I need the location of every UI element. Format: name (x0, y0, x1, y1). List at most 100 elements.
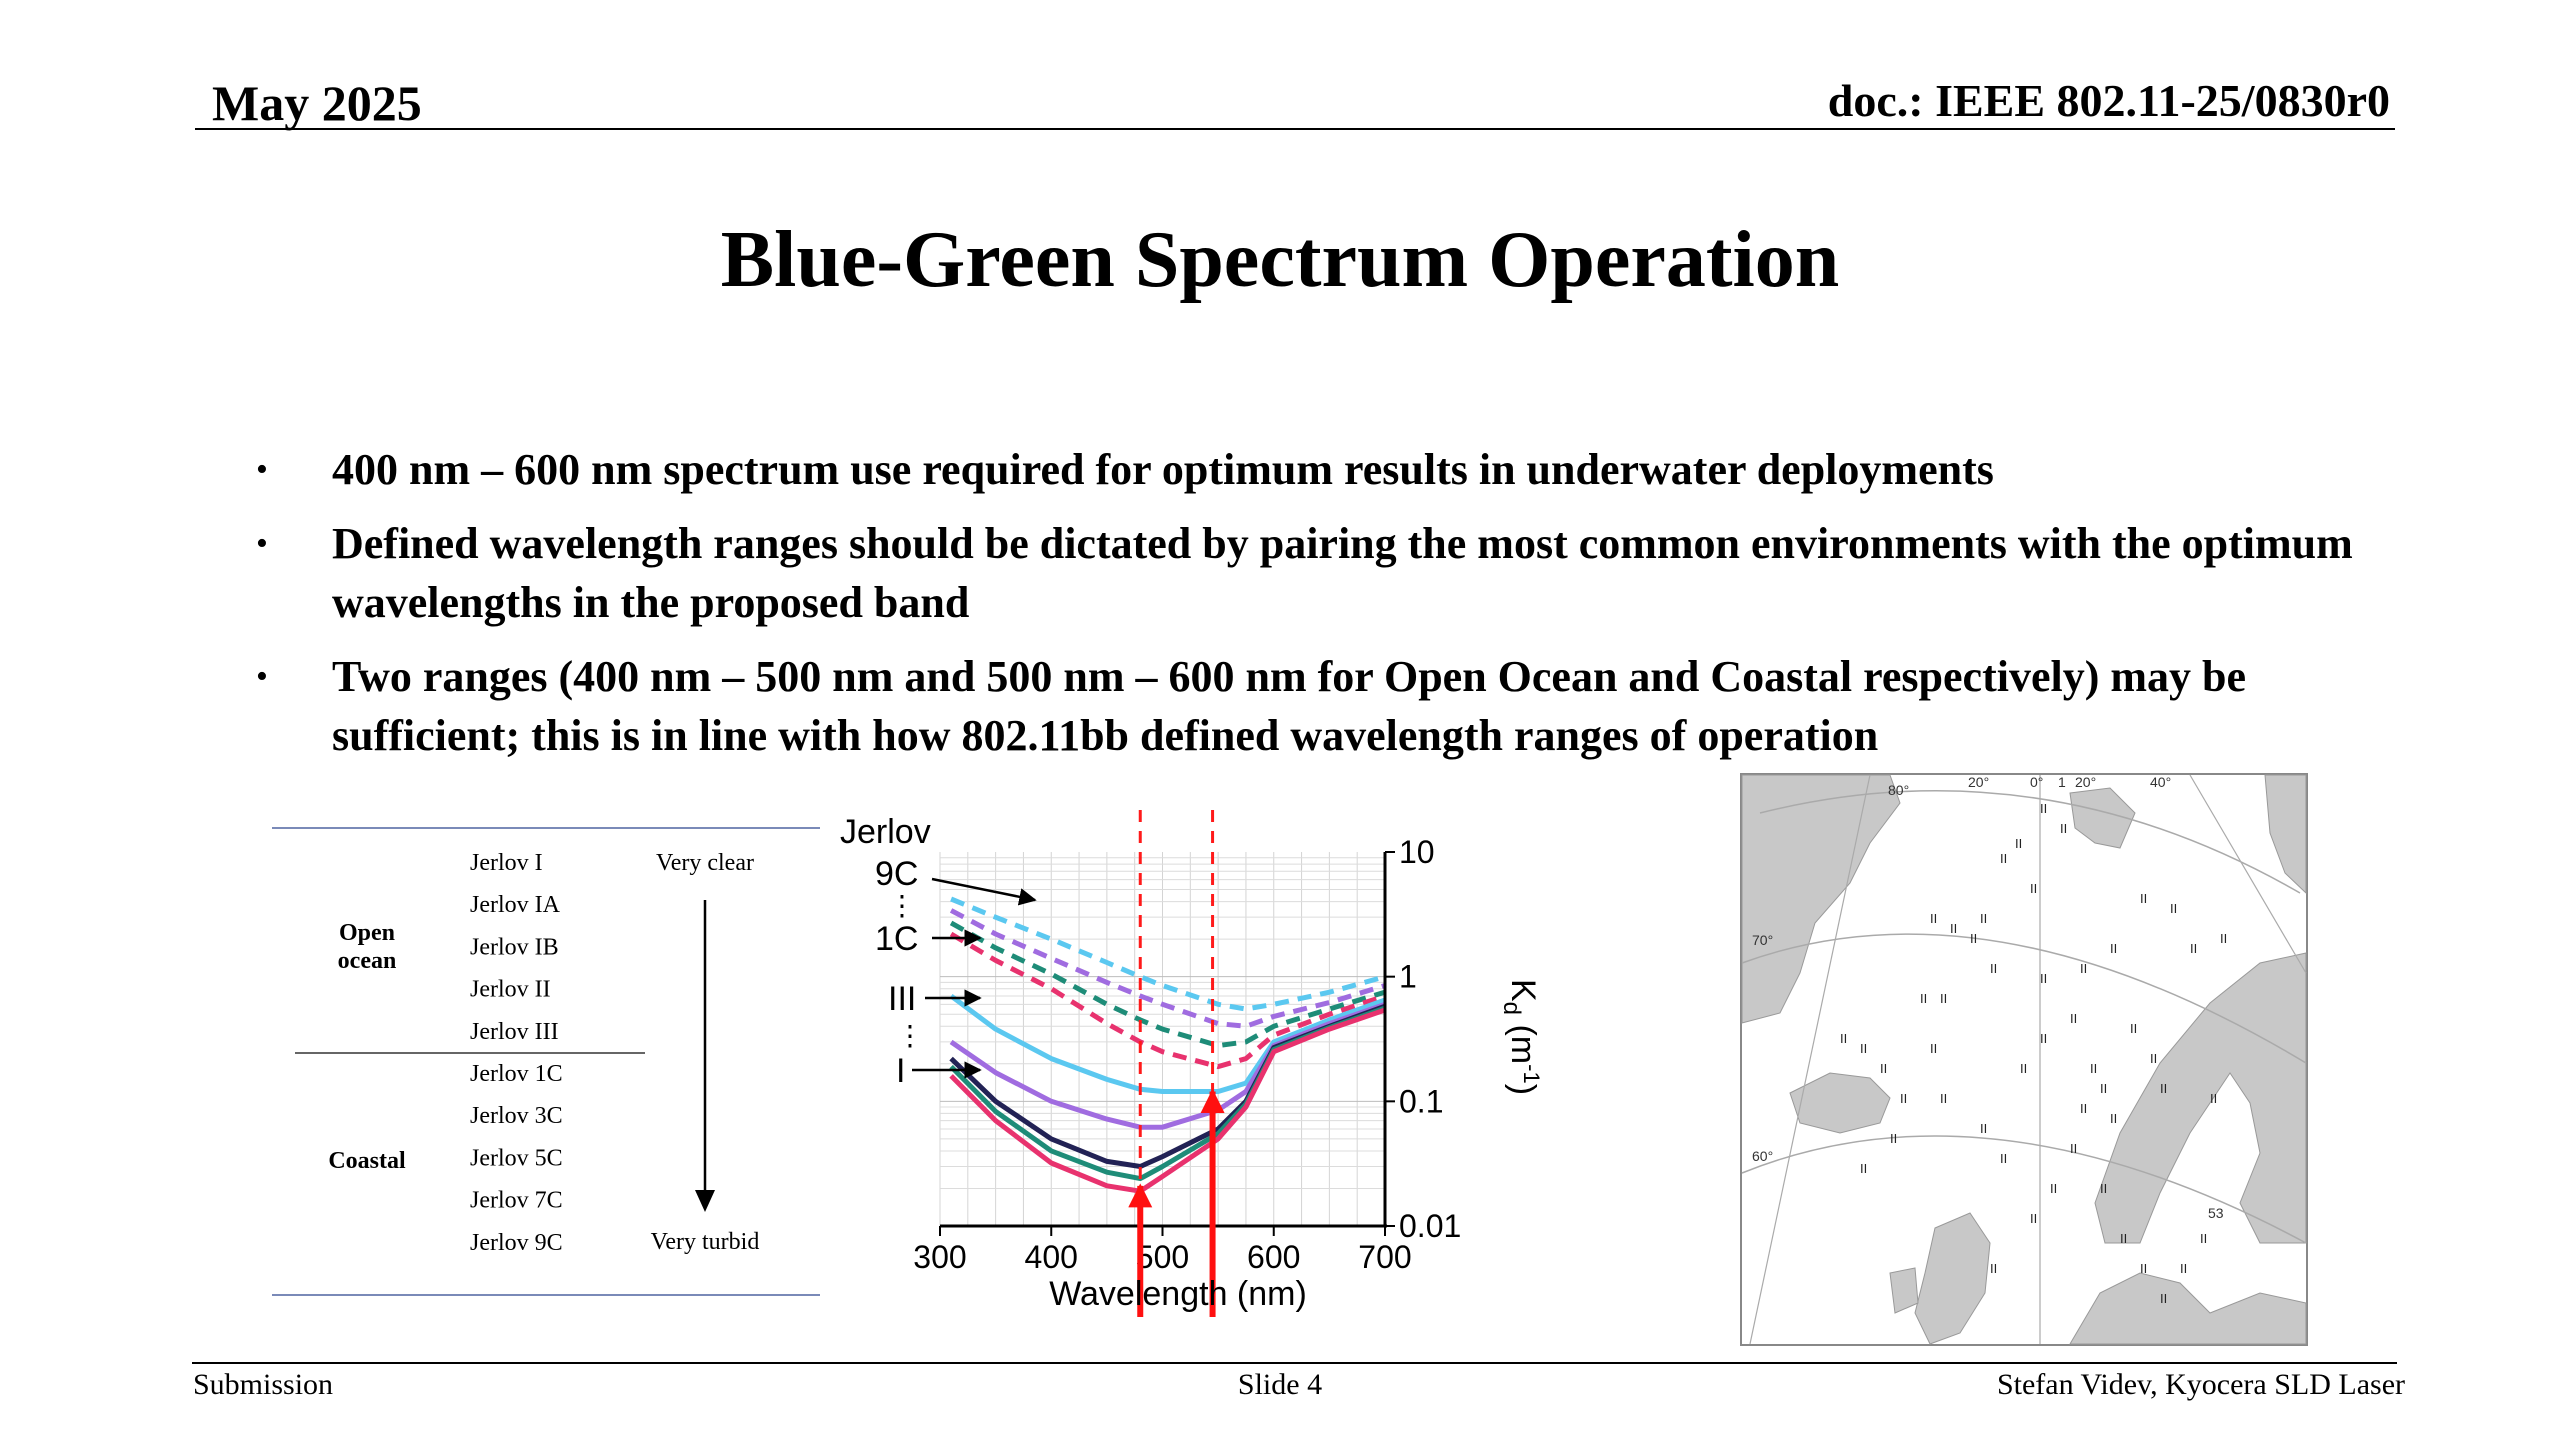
map-station-marker: II (1990, 1261, 1997, 1276)
map-station-marker: II (2090, 1061, 2097, 1076)
map-label: 80° (1888, 782, 1909, 798)
map-landmass-ireland (1889, 1267, 1919, 1314)
map-station-marker: II (2150, 1051, 2157, 1066)
map-label: 20° (1968, 774, 1989, 790)
legend-ellipsis-icon: ⋮ (888, 890, 916, 921)
map-station-marker: II (2100, 1181, 2107, 1196)
map-station-marker: II (2070, 1141, 2077, 1156)
series-line-4 (949, 993, 1385, 1094)
map-label: 20° (2075, 774, 2096, 790)
map-stations: II II II II II II II II II II II II II II II II II II II II… (1840, 801, 2227, 1306)
table-group-open-ocean-2: ocean (338, 948, 397, 974)
map-station-marker: II (2160, 1081, 2167, 1096)
map-station-marker: II (2060, 821, 2067, 836)
map-station-marker: II (2015, 836, 2022, 851)
chart-series-group (949, 896, 1385, 1194)
series-line-8 (949, 1007, 1385, 1194)
map-station-marker: II (2130, 1021, 2137, 1036)
map-station-marker: II (2030, 881, 2037, 896)
bullet-item: • Two ranges (400 nm – 500 nm and 500 nm … (256, 647, 2436, 765)
legend-label-i: I (896, 1052, 905, 1090)
footer-slide-number: Slide 4 (1237, 1368, 1323, 1401)
bullet-text: 400 nm – 600 nm spectrum use required fo… (332, 445, 1994, 494)
map-label: 60° (1752, 1148, 1773, 1164)
map-station-marker: II (1930, 1041, 1937, 1056)
map-station-marker: II (2080, 961, 2087, 976)
legend-title: Jerlov (840, 813, 931, 851)
x-tick-label: 400 (1025, 1239, 1078, 1275)
bullet-dot-icon: • (256, 658, 268, 695)
map-station-marker: II (2050, 1181, 2057, 1196)
turbidity-arrow-head-icon (695, 1190, 715, 1212)
map-station-marker: II (2030, 1211, 2037, 1226)
map-station-marker: II (2120, 1231, 2127, 1246)
x-tick-label: 600 (1247, 1239, 1300, 1275)
legend-label-iii: III (888, 980, 916, 1018)
y-tick-label: 10 (1399, 834, 1435, 870)
map-station-marker: II (2110, 1111, 2117, 1126)
map-station-marker: II (2140, 1261, 2147, 1276)
map-station-marker: II (2170, 901, 2177, 916)
map-station-marker: II (2100, 1081, 2107, 1096)
map-station-marker: II (1940, 991, 1947, 1006)
chart-grid (939, 852, 1386, 1227)
map-station-marker: II (1980, 911, 1987, 926)
map-station-marker: II (2040, 1031, 2047, 1046)
map-station-marker: II (2040, 801, 2047, 816)
scale-top-label: Very clear (656, 850, 754, 876)
map-station-marker: II (2080, 1101, 2087, 1116)
bullet-text: Two ranges (400 nm – 500 nm and 500 nm –… (332, 652, 2246, 760)
chart-tick-labels: 300 400 500 600 700 10 1 0.1 0.01 (913, 834, 1461, 1275)
legend-label-1c: 1C (875, 920, 918, 958)
map-station-marker: II (1860, 1041, 1867, 1056)
bullet-list: • 400 nm – 600 nm spectrum use required f… (256, 440, 2436, 780)
table-row-type: Jerlov IA (470, 892, 561, 918)
map-landmass-east (2264, 774, 2307, 895)
table-row-type: Jerlov 1C (470, 1061, 563, 1087)
footer-author: Stefan Videv, Kyocera SLD Laser (1996, 1368, 2405, 1401)
map-station-marker: II (2200, 1231, 2207, 1246)
map-station-marker: II (1940, 1091, 1947, 1106)
bullet-item: • 400 nm – 600 nm spectrum use required f… (256, 440, 2436, 499)
map-graticule (1759, 790, 2301, 894)
map-graticule (1741, 1135, 2307, 1244)
map-station-marker: II (2140, 891, 2147, 906)
header-date: May 2025 (212, 75, 422, 131)
map-station-marker: II (1890, 1131, 1897, 1146)
legend-label-9c: 9C (875, 855, 918, 893)
map-landmass-iceland (1789, 1072, 1891, 1134)
bullet-item: • Defined wavelength ranges should be dic… (256, 514, 2436, 632)
map-station-marker: II (2070, 1011, 2077, 1026)
y-axis-label: Kd (m-1) (1498, 979, 1544, 1095)
map-station-marker: II (2000, 1151, 2007, 1166)
map-station-marker: II (2190, 941, 2197, 956)
legend-arrow-9c (931, 877, 1037, 906)
map-landmass-scandinavia (2094, 952, 2307, 1244)
table-row-type: Jerlov III (470, 1019, 559, 1045)
map-station-marker: II (1970, 931, 1977, 946)
map-label: 53 (2208, 1205, 2224, 1221)
bullet-dot-icon: • (256, 451, 268, 488)
map-station-marker: II (1930, 911, 1937, 926)
jerlov-table: Open ocean Coastal Jerlov I Jerlov IA Jerl… (272, 827, 820, 1296)
table-row-type: Jerlov II (470, 977, 551, 1003)
header-doc-id: doc.: IEEE 802.11-25/0830r0 (1827, 75, 2390, 126)
map-station-marker: II (2000, 851, 2007, 866)
map-label: 0° (2030, 774, 2043, 790)
y-tick-label: 1 (1399, 959, 1417, 995)
x-tick-label: 500 (1136, 1239, 1189, 1275)
map-station-marker: II (2160, 1291, 2167, 1306)
table-row-type: Jerlov I (470, 850, 543, 876)
table-group-coastal: Coastal (328, 1148, 406, 1174)
map-station-marker: II (2180, 1261, 2187, 1276)
map-station-marker: II (2110, 941, 2117, 956)
header-rule (195, 128, 2395, 130)
x-tick-label: 300 (913, 1239, 966, 1275)
map-label: 1 (2058, 774, 2066, 790)
table-row-type: Jerlov 7C (470, 1188, 563, 1214)
map-station-marker: II (2210, 1091, 2217, 1106)
map-station-marker: II (2040, 971, 2047, 986)
map-label: 40° (2150, 774, 2171, 790)
